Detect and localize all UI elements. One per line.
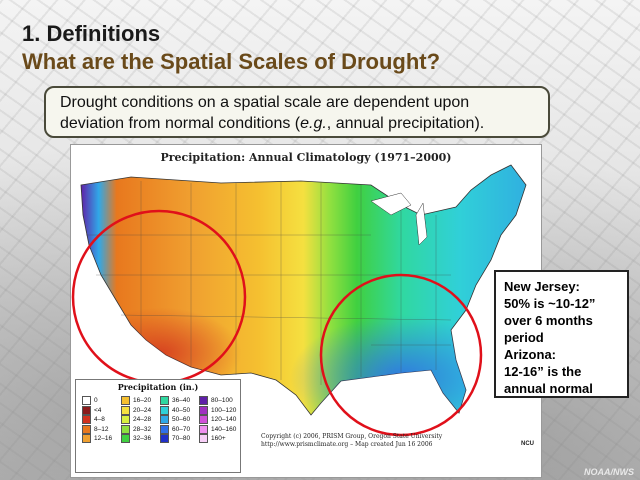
legend-item: 32–36 — [121, 434, 159, 444]
annotation-line6: 12-16” is the — [504, 364, 582, 379]
legend-grid: 0 <4 4–8 8–12 12–16 16–20 20–24 24–28 28–32 32–36… — [82, 396, 237, 444]
legend-item: <4 — [82, 405, 120, 416]
precipitation-map: Precipitation: Annual Climatology (1971–… — [70, 144, 542, 478]
copyright-line2: http://www.prismclimate.org – Map create… — [261, 441, 433, 448]
callout-line2-pre: deviation from normal conditions ( — [60, 115, 301, 132]
legend-item: 12–16 — [82, 434, 120, 444]
legend-item: 36–40 — [160, 396, 198, 406]
callout-line1: Drought conditions on a spatial scale ar… — [60, 94, 470, 111]
legend-item: 120–140 — [199, 415, 237, 425]
legend-item: 100–120 — [199, 405, 237, 416]
legend-swatch — [82, 424, 91, 434]
legend-item: 16–20 — [121, 396, 159, 406]
map-copyright: Copyright (c) 2006, PRISM Group, Oregon … — [261, 433, 442, 449]
legend-swatch — [121, 396, 130, 406]
legend-label: 160+ — [211, 435, 226, 443]
legend-swatch — [160, 405, 169, 415]
legend-label: 24–28 — [133, 416, 152, 424]
legend-item: 40–50 — [160, 405, 198, 416]
legend-item: 60–70 — [160, 424, 198, 435]
watermark: NOAA/NWS — [584, 467, 634, 477]
definition-callout: Drought conditions on a spatial scale ar… — [44, 86, 550, 138]
legend-label: 50–60 — [172, 416, 191, 424]
legend-label: 80–100 — [211, 397, 233, 405]
legend-label: 12–16 — [94, 435, 113, 443]
legend-swatch — [160, 424, 169, 434]
slide-title-line2: What are the Spatial Scales of Drought? — [22, 49, 441, 74]
legend-item: 70–80 — [160, 434, 198, 444]
annotation-line7: annual normal — [504, 381, 593, 396]
legend-label: 70–80 — [172, 435, 191, 443]
us-map-graphic — [71, 164, 527, 437]
legend-label: 32–36 — [133, 435, 152, 443]
copyright-line1: Copyright (c) 2006, PRISM Group, Oregon … — [261, 433, 443, 440]
legend-title: Precipitation (in.) — [117, 382, 199, 392]
legend-item: 28–32 — [121, 424, 159, 435]
lake-michigan — [415, 202, 428, 246]
legend-swatch — [199, 415, 208, 425]
legend-swatch — [199, 396, 208, 406]
legend-label: 20–24 — [133, 406, 152, 414]
legend-label: 140–160 — [211, 425, 237, 433]
legend-label: 40–50 — [172, 406, 191, 414]
annotation-line3: over 6 months — [504, 313, 593, 328]
legend-label: 16–20 — [133, 397, 152, 405]
map-title: Precipitation: Annual Climatology (1971–… — [160, 151, 452, 164]
legend-swatch — [160, 434, 169, 444]
legend-label: 8–12 — [94, 425, 109, 433]
legend-swatch — [82, 405, 91, 415]
legend-item: 80–100 — [199, 396, 237, 406]
legend-swatch — [121, 415, 130, 425]
legend-item: 8–12 — [82, 424, 120, 435]
annotation-line4: period — [504, 330, 544, 345]
legend-swatch — [121, 405, 130, 415]
legend-label: 120–140 — [211, 416, 237, 424]
legend-item: 4–8 — [82, 415, 120, 425]
slide-title: 1. Definitions What are the Spatial Scal… — [22, 20, 440, 76]
great-lakes — [370, 192, 412, 216]
legend-item: 20–24 — [121, 405, 159, 416]
legend-item: 24–28 — [121, 415, 159, 425]
legend-swatch — [82, 434, 91, 444]
legend-label: 60–70 — [172, 425, 191, 433]
legend-item: 140–160 — [199, 424, 237, 435]
legend-swatch — [121, 424, 130, 434]
callout-line2-em: e.g. — [300, 115, 327, 132]
legend-label: 36–40 — [172, 397, 191, 405]
legend-label: 100–120 — [211, 406, 237, 414]
legend-label: 4–8 — [94, 416, 105, 424]
legend-swatch — [82, 396, 91, 406]
legend-item: 50–60 — [160, 415, 198, 425]
precipitation-legend: Precipitation (in.) 0 <4 4–8 8–12 12–16 16–20… — [75, 379, 241, 473]
legend-item: 160+ — [199, 434, 237, 444]
legend-swatch — [160, 396, 169, 406]
callout-line2-post: , annual precipitation). — [326, 115, 485, 132]
legend-swatch — [199, 424, 208, 434]
legend-label: 0 — [94, 397, 98, 405]
annotation-line2: 50% is ~10-12” — [504, 296, 596, 311]
legend-swatch — [199, 434, 208, 444]
annotation-box: New Jersey: 50% is ~10-12” over 6 months… — [494, 270, 629, 398]
legend-swatch — [121, 434, 130, 444]
legend-label: 28–32 — [133, 425, 152, 433]
slide-title-line1: 1. Definitions — [22, 21, 161, 46]
annotation-line5: Arizona: — [504, 347, 556, 362]
legend-swatch — [82, 415, 91, 425]
legend-swatch — [199, 405, 208, 415]
legend-item: 0 — [82, 396, 120, 406]
ncu-label: NCU — [521, 441, 534, 447]
southeast-highlight-circle — [319, 273, 483, 437]
legend-swatch — [160, 415, 169, 425]
annotation-line1: New Jersey: — [504, 279, 580, 294]
legend-label: <4 — [94, 406, 102, 414]
